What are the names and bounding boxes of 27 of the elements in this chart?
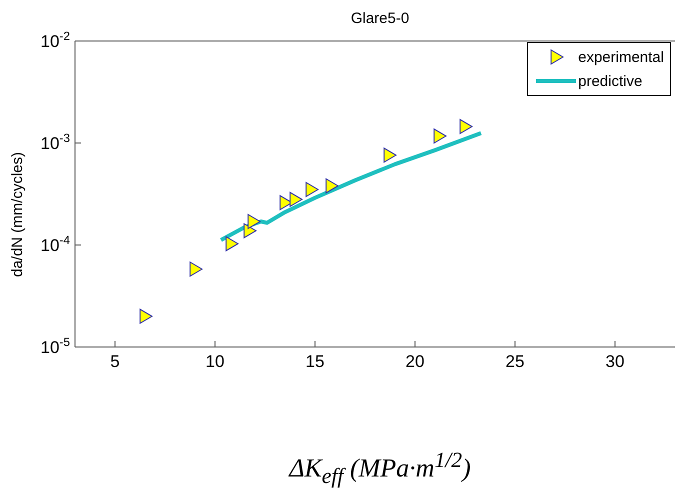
x-tick-label: 30: [606, 352, 624, 372]
y-tick-label: 10$^{-2}$: [40, 29, 70, 51]
x-tick-label: 10: [206, 352, 224, 372]
legend-label: predictive: [578, 72, 642, 90]
point: [384, 148, 396, 163]
y-tick-label: 10$^{-3}$: [40, 131, 70, 153]
x-tick-label: 20: [406, 352, 424, 372]
y-tick-label: 10$^{-5}$: [40, 335, 70, 357]
point: [190, 262, 202, 277]
point: [290, 192, 302, 207]
x-axis-title: ΔK$_{eff}$ (MPa·m$^{1/2}$): [288, 448, 472, 489]
x-tick-label: 25: [506, 352, 524, 372]
line-series: [219, 131, 483, 242]
point: [140, 308, 152, 324]
point: [460, 119, 472, 134]
y-tick-label: 10$^{-4}$: [40, 233, 70, 255]
chart-title: Glare5-0: [350, 10, 410, 27]
x-tick-label: 5: [110, 352, 120, 372]
point: [306, 182, 318, 198]
point: [248, 214, 260, 229]
point: [244, 223, 256, 238]
point: [226, 236, 238, 252]
y-axis-title: da/dN (mm/cycles): [10, 151, 26, 277]
point: [434, 128, 446, 144]
legend-label: experimental: [578, 48, 664, 66]
x-tick-label: 15: [306, 352, 324, 372]
point: [326, 178, 338, 194]
